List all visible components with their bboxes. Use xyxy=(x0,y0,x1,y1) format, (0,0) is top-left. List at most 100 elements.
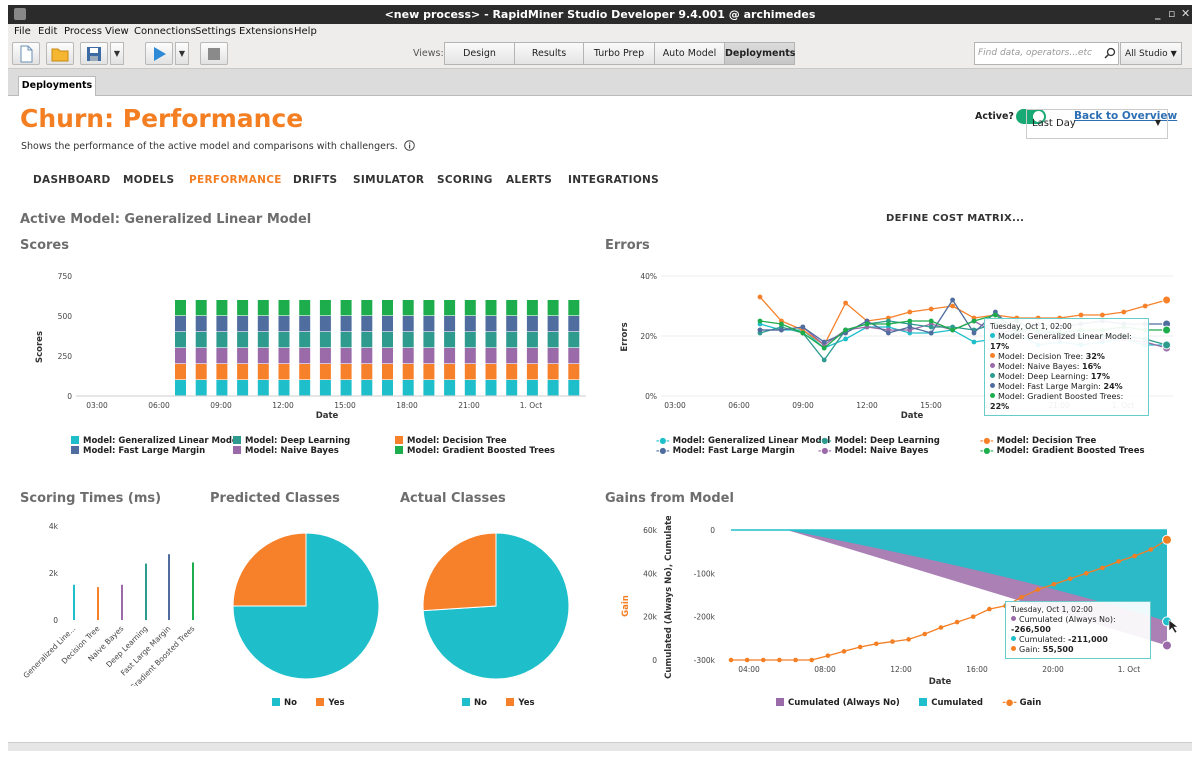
legend-item[interactable]: -●- Model: Gradient Boosted Trees xyxy=(980,446,1145,456)
gains-gain-point xyxy=(760,657,766,663)
legend-item[interactable]: Model: Decision Tree xyxy=(395,436,507,446)
gains-gain-point xyxy=(793,657,798,663)
errors-point xyxy=(821,339,827,345)
y-tick-label: 4k xyxy=(49,522,59,531)
tab-drifts[interactable]: DRIFTS xyxy=(293,174,338,186)
scores-bar-segment xyxy=(340,348,352,364)
gains-gain-point xyxy=(890,639,895,644)
tab-dashboard[interactable]: DASHBOARD xyxy=(33,174,111,186)
scoring-time-bar xyxy=(121,584,123,620)
view-results[interactable]: Results xyxy=(514,42,584,65)
legend-item[interactable]: Model: Generalized Linear Model xyxy=(71,436,241,446)
play-icon xyxy=(154,47,166,61)
scores-bar-segment xyxy=(278,380,290,396)
legend-item[interactable]: -●- Model: Fast Large Margin xyxy=(656,446,795,456)
view-design[interactable]: Design xyxy=(444,42,515,65)
save-dropdown[interactable]: ▼ xyxy=(110,42,124,65)
y-tick-label-left: 0 xyxy=(652,656,657,665)
search-scope-dropdown[interactable]: All Studio ▼ xyxy=(1120,42,1182,65)
run-dropdown[interactable]: ▼ xyxy=(175,42,189,65)
scores-bar-segment xyxy=(506,364,518,380)
view-auto-model[interactable]: Auto Model xyxy=(654,42,725,65)
legend-item[interactable]: Model: Fast Large Margin xyxy=(71,446,205,456)
close-icon[interactable]: ✕ xyxy=(1181,7,1191,20)
scores-bar-segment xyxy=(299,332,311,348)
scores-xlabel: Date xyxy=(316,411,339,421)
open-button[interactable] xyxy=(46,42,74,65)
errors-point xyxy=(928,318,934,324)
tooltip-title: Tuesday, Oct 1, 02:00 xyxy=(990,322,1072,331)
scores-bar-segment xyxy=(299,380,311,396)
search-input[interactable]: Find data, operators...etc xyxy=(974,42,1119,65)
errors-tooltip: Tuesday, Oct 1, 02:00 Model: Generalized … xyxy=(984,318,1149,416)
gains-gain-point xyxy=(841,649,847,654)
tab-deployments[interactable]: Deployments xyxy=(18,76,96,96)
legend-item[interactable]: Model: Gradient Boosted Trees xyxy=(395,446,555,456)
save-button[interactable] xyxy=(80,42,108,65)
scores-bar-segment xyxy=(237,380,249,396)
gains-area-cumulated xyxy=(731,530,1167,622)
legend-item[interactable]: -●- Model: Decision Tree xyxy=(980,436,1096,446)
gains-gain-point xyxy=(938,625,944,630)
legend-label: Model: Naive Bayes xyxy=(834,446,929,456)
legend-item[interactable]: -●- Model: Generalized Linear Model xyxy=(656,436,830,446)
legend-item[interactable]: -●- Model: Naive Bayes xyxy=(818,446,928,456)
info-icon[interactable] xyxy=(404,140,415,151)
legend-label: Model: Deep Learning xyxy=(834,436,940,446)
define-cost-matrix-button[interactable]: DEFINE COST MATRIX... xyxy=(886,213,1025,224)
legend-item[interactable]: Model: Deep Learning xyxy=(233,436,350,446)
minimize-icon[interactable]: _ xyxy=(1155,7,1161,20)
y-tick-label-left: 40k xyxy=(643,569,658,578)
new-process-button[interactable] xyxy=(12,42,40,65)
menu-extensions[interactable]: Extensions xyxy=(239,26,294,37)
menu-process[interactable]: Process xyxy=(64,26,102,37)
menu-edit[interactable]: Edit xyxy=(38,26,58,37)
gains-gain-point xyxy=(1100,565,1105,571)
tooltip-row: Cumulated: -211,000 xyxy=(1011,635,1145,645)
scores-bar-segment xyxy=(547,380,559,396)
gains-gain-point xyxy=(1116,559,1121,564)
y-tick-label-right: -200k xyxy=(694,613,716,622)
tab-alerts[interactable]: ALERTS xyxy=(506,174,553,186)
errors-point xyxy=(1162,340,1172,350)
scores-bar-segment xyxy=(444,316,456,332)
run-button[interactable] xyxy=(145,42,173,65)
scores-bar-segment xyxy=(257,332,269,348)
view-deployments[interactable]: Deployments xyxy=(724,42,795,65)
tab-integrations[interactable]: INTEGRATIONS xyxy=(568,174,659,186)
tooltip-title: Tuesday, Oct 1, 02:00 xyxy=(1011,605,1093,614)
scores-bar-segment xyxy=(444,364,456,380)
legend-item[interactable]: Model: Naive Bayes xyxy=(233,446,339,456)
scores-bar-segment xyxy=(423,364,435,380)
active-toggle[interactable] xyxy=(1016,109,1046,124)
gains-gain-point xyxy=(857,644,863,650)
search-icon[interactable] xyxy=(1104,47,1116,59)
gains-gain-point xyxy=(874,641,879,647)
menu-settings[interactable]: Settings xyxy=(195,26,237,37)
gains-gain-point xyxy=(744,657,750,663)
scores-bar-segment xyxy=(526,364,538,380)
menu-file[interactable]: File xyxy=(14,26,31,37)
errors-point xyxy=(864,321,870,327)
legend-yes: Yes xyxy=(328,698,345,708)
tab-performance[interactable]: PERFORMANCE xyxy=(189,174,282,186)
active-model-heading: Active Model: Generalized Linear Model xyxy=(20,212,312,227)
tab-simulator[interactable]: SIMULATOR xyxy=(353,174,425,186)
page-title: Churn: Performance xyxy=(20,104,304,133)
maximize-icon[interactable]: ▫ xyxy=(1168,7,1176,20)
menu-view[interactable]: View xyxy=(105,26,129,37)
legend-item[interactable]: -●- Model: Deep Learning xyxy=(818,436,940,446)
menu-help[interactable]: Help xyxy=(294,26,317,37)
errors-series-line xyxy=(759,296,1167,346)
menu-connections[interactable]: Connections xyxy=(134,26,196,37)
tooltip-row: Cumulated (Always No): -266,500 xyxy=(1011,615,1116,634)
view-turbo-prep[interactable]: Turbo Prep xyxy=(583,42,655,65)
stop-button[interactable] xyxy=(200,42,228,65)
x-tick-label: 1. Oct xyxy=(520,401,543,410)
back-to-overview-link[interactable]: Back to Overview xyxy=(1074,110,1178,122)
search-scope-label: All Studio xyxy=(1125,49,1168,59)
tab-models[interactable]: MODELS xyxy=(123,174,175,186)
scores-bar-segment xyxy=(547,332,559,348)
tab-scoring[interactable]: SCORING xyxy=(437,174,493,186)
period-select[interactable]: Last Day ▼ xyxy=(1026,109,1168,139)
